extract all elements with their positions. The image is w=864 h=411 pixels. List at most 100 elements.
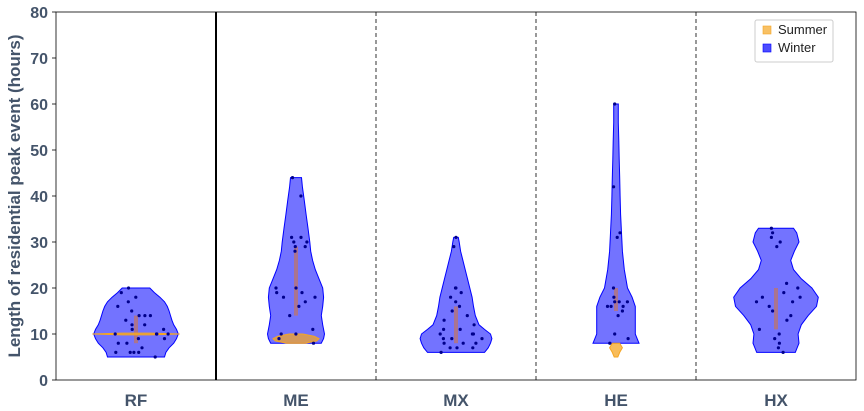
y-tick-label: 70	[30, 51, 48, 68]
data-point	[617, 300, 621, 304]
data-point	[274, 286, 278, 290]
data-point	[136, 337, 140, 341]
grid-layer	[215, 12, 697, 380]
data-point	[442, 327, 446, 331]
data-point	[140, 346, 144, 350]
data-point	[776, 346, 781, 350]
data-point	[294, 332, 298, 336]
data-point	[294, 286, 298, 290]
data-point	[303, 300, 307, 304]
y-tick-label: 30	[30, 235, 48, 252]
data-point	[754, 300, 759, 304]
data-point	[442, 318, 446, 322]
data-point	[605, 304, 610, 308]
data-point	[162, 337, 167, 341]
data-point	[455, 346, 459, 350]
data-point	[615, 235, 619, 239]
data-point	[303, 245, 307, 249]
data-point	[277, 337, 281, 341]
y-tick-label: 20	[30, 281, 48, 298]
data-point	[116, 341, 120, 345]
data-point	[299, 194, 303, 198]
legend-swatch-winter	[762, 43, 772, 53]
data-point	[773, 337, 777, 341]
data-point	[777, 332, 781, 336]
data-point	[439, 350, 443, 354]
data-point	[452, 245, 456, 249]
data-point	[143, 314, 147, 318]
legend-swatch-summer	[762, 25, 772, 35]
data-point	[293, 249, 297, 253]
data-point	[299, 235, 303, 239]
data-point	[769, 226, 774, 230]
data-point	[620, 309, 625, 313]
data-point	[113, 332, 117, 336]
data-point	[143, 323, 147, 327]
data-point	[441, 337, 445, 341]
data-point	[281, 295, 286, 299]
data-point	[130, 327, 134, 331]
data-point	[616, 314, 620, 318]
y-tick-label: 80	[30, 5, 48, 22]
data-point	[457, 304, 462, 308]
data-point	[130, 323, 134, 327]
data-point	[608, 341, 612, 345]
data-point	[128, 350, 132, 354]
data-point	[796, 286, 800, 290]
data-point	[771, 231, 775, 235]
y-tick-label: 50	[30, 143, 48, 160]
data-point	[771, 309, 775, 313]
data-point	[480, 337, 484, 341]
x-tick-label: ME	[283, 391, 309, 410]
data-point	[621, 304, 625, 308]
data-point	[767, 304, 771, 308]
data-point	[777, 341, 782, 345]
data-point	[791, 300, 795, 304]
data-point	[293, 245, 297, 249]
data-point	[785, 318, 789, 322]
data-point	[458, 327, 462, 331]
data-point	[613, 300, 617, 304]
data-point	[461, 341, 465, 345]
data-point	[459, 291, 463, 295]
data-point	[297, 304, 301, 308]
data-point	[166, 332, 170, 336]
data-point	[292, 240, 296, 244]
data-point	[781, 350, 785, 354]
summer-violin-me	[272, 333, 320, 344]
data-point	[785, 281, 789, 285]
data-point	[290, 176, 295, 180]
summer-violin-he	[609, 342, 623, 358]
data-point	[609, 304, 613, 308]
data-point	[313, 295, 317, 299]
legend-box	[754, 19, 834, 63]
data-point	[300, 291, 304, 295]
y-tick-label: 60	[30, 97, 48, 114]
data-point	[275, 291, 279, 295]
data-point	[114, 350, 118, 354]
data-point	[438, 332, 442, 336]
data-point	[288, 314, 292, 318]
data-point	[625, 300, 630, 304]
data-point	[778, 240, 782, 244]
data-point	[125, 341, 129, 345]
y-axis-title: Length of residential peak event (hours)	[5, 34, 24, 357]
data-point	[450, 309, 454, 313]
data-point	[279, 332, 283, 336]
data-point	[126, 286, 131, 290]
axis-layer: 0 10 20 30 40 50 60 70 80 RF ME MX HE HX	[30, 5, 857, 410]
data-point	[789, 314, 793, 318]
data-point	[782, 291, 786, 295]
data-point	[448, 346, 452, 350]
data-point	[290, 235, 294, 239]
legend: Summer Winter	[754, 19, 834, 63]
data-point	[449, 295, 453, 299]
data-point	[618, 231, 622, 235]
data-point	[154, 332, 159, 336]
data-point	[471, 346, 475, 350]
x-tick-label: RF	[125, 391, 148, 410]
data-point	[611, 286, 616, 290]
y-tick-label: 0	[39, 373, 48, 390]
data-point	[470, 332, 474, 336]
